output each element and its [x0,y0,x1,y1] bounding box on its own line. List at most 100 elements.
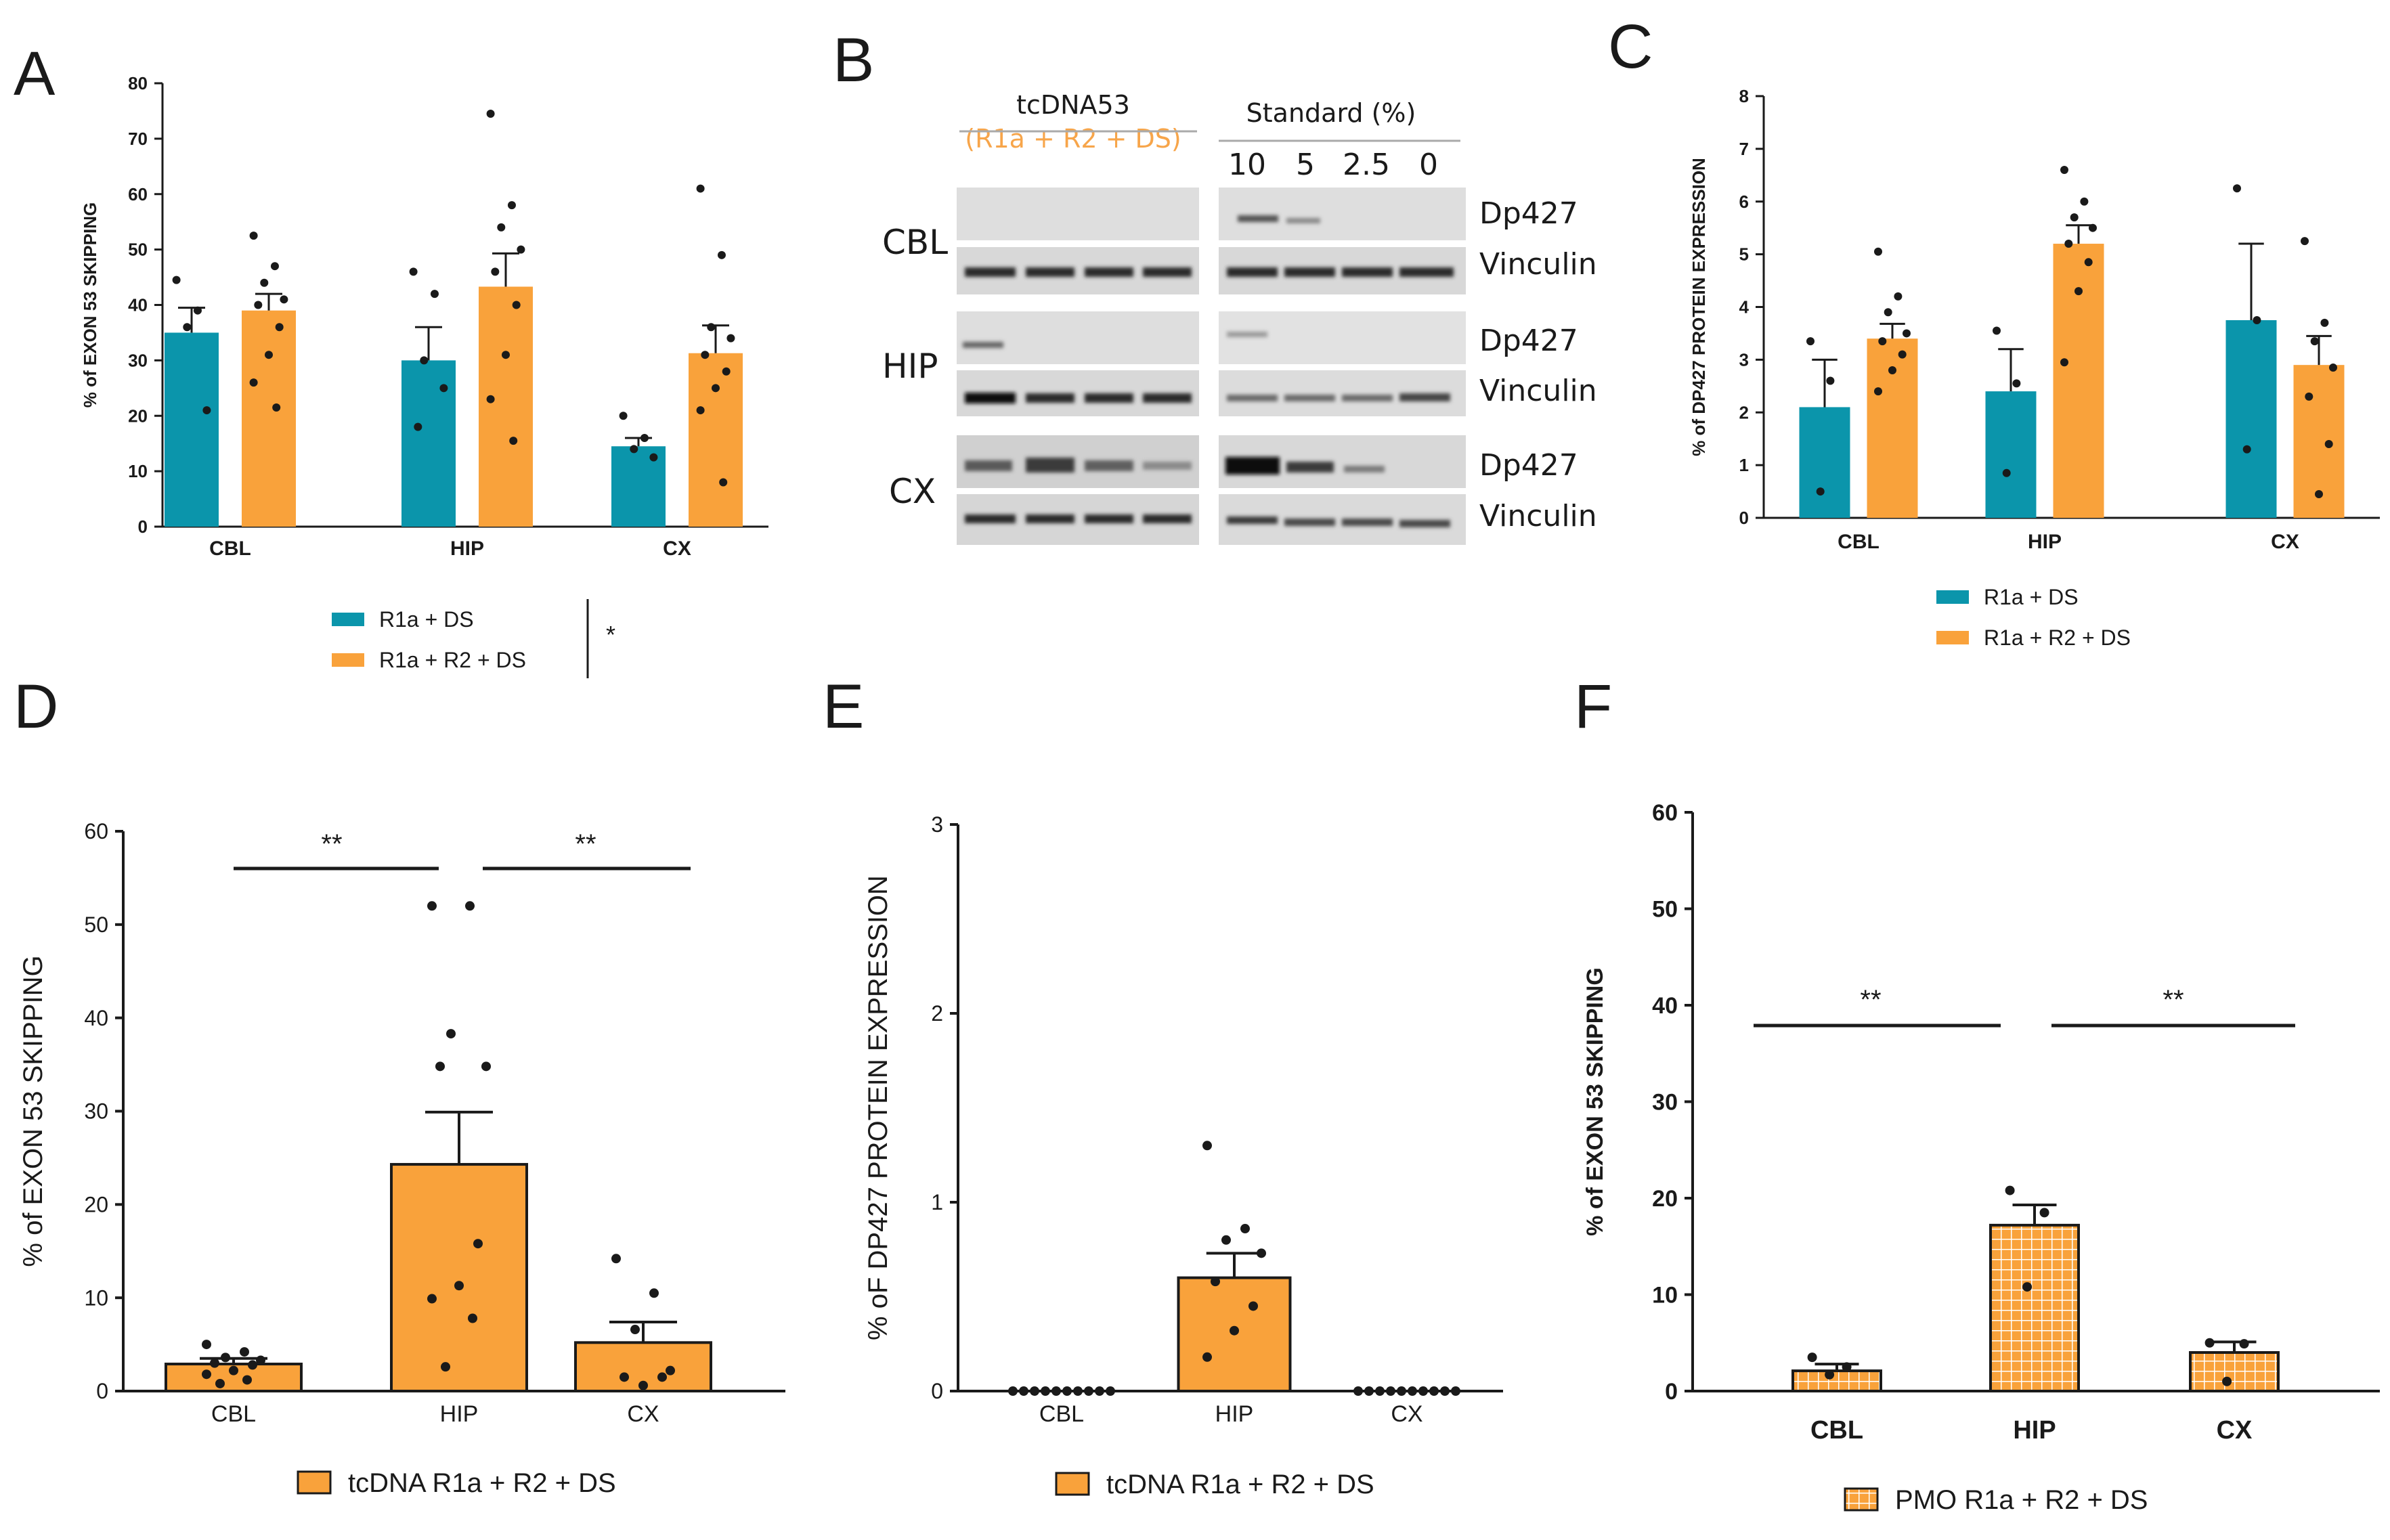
data-point [512,301,521,309]
x-tick-label-cx: CX [1391,1401,1422,1427]
data-point [256,1355,265,1365]
y-tick-label: 10 [1652,1282,1678,1308]
data-point [1894,292,1903,301]
y-tick-label: 0 [138,516,148,537]
data-point [435,1061,445,1072]
data-point [1375,1386,1385,1396]
band [1085,393,1133,403]
y-tick-label: 8 [1739,86,1749,106]
data-point [620,1372,629,1382]
band [1143,462,1192,470]
legend-swatch [332,613,364,626]
y-tick-label: 10 [84,1285,108,1310]
x-tick-label-hip: HIP [450,537,484,560]
x-tick-label-hip: HIP [440,1401,479,1427]
blot-strips [957,188,1466,545]
y-tick-label: 6 [1739,192,1749,212]
band [1284,519,1335,526]
band-label-dp427-cbl: Dp427 [1479,196,1578,231]
bar-hip [1989,1223,2080,1393]
data-point [1084,1386,1093,1396]
band-label-dp427-hip: Dp427 [1479,324,1578,358]
standard-10: 10 [1228,148,1266,182]
blot-header-tcdna53: tcDNA53 [1016,90,1130,120]
y-tick-label: 3 [931,812,943,837]
legend-label: R1a + DS [379,607,474,632]
data-point [638,1380,648,1390]
bar-cbl [165,332,219,527]
y-tick-label: 10 [128,461,148,481]
band [1225,457,1280,475]
x-tick-label-cx: CX [663,537,691,560]
data-point [2064,240,2073,248]
data-point [2242,445,2251,454]
data-point [1051,1386,1061,1396]
data-point [507,201,516,210]
y-tick-label: 30 [84,1099,108,1124]
y-tick-label: 0 [1739,508,1749,528]
data-point [1106,1386,1115,1396]
band [1085,460,1133,471]
data-point [2022,1282,2033,1292]
data-point [2310,337,2319,346]
data-point [1806,337,1815,346]
standard-5: 5 [1296,148,1315,182]
y-tick-label: 60 [1652,800,1678,826]
band-label-dp427-cx: Dp427 [1479,448,1578,483]
data-point [1257,1248,1266,1258]
band-label-vinculin-hip: Vinculin [1479,374,1597,408]
data-point [272,403,281,412]
y-tick-label: 60 [84,819,108,843]
bar-hip [390,1163,528,1392]
data-point [2253,315,2261,324]
y-tick-label: 2 [931,1001,943,1026]
band [1344,466,1385,472]
data-point [611,1254,621,1264]
data-point [1240,1224,1250,1234]
data-point [1825,1369,1835,1380]
data-point [1095,1386,1104,1396]
data-point [2301,237,2309,246]
data-point [2089,223,2097,232]
data-point [1888,366,1896,374]
band [1238,215,1278,222]
data-point [2239,1339,2249,1349]
blot-strip [1219,188,1466,240]
significance-f: ** ** [1754,985,2295,1028]
data-point [696,406,705,415]
data-point [1429,1386,1439,1396]
significance-d-left: ** [321,829,342,859]
band [965,460,1012,471]
western-blot-panel: tcDNA53 (R1a + R2 + DS) Standard (%) 10 … [882,90,1597,545]
y-tick-label: 20 [1652,1186,1678,1212]
legend-swatch [1936,590,1969,604]
data-point [2320,318,2329,327]
data-point [1230,1325,1239,1336]
data-point [1221,1235,1231,1245]
band [1143,514,1192,523]
data-point [1041,1386,1050,1396]
band [1143,267,1192,277]
data-point [2070,213,2079,222]
data-point [430,290,439,299]
band [1227,395,1278,401]
data-point [1408,1386,1417,1396]
bar-cbl [242,310,296,527]
data-point [183,323,192,332]
band [1342,267,1393,277]
data-point [249,232,258,240]
band [1284,267,1335,277]
data-point [712,384,720,393]
y-tick-label: 40 [128,295,148,315]
data-point [1030,1386,1039,1396]
legend-swatch [297,1470,332,1495]
data-point [717,250,726,259]
data-point [249,378,258,387]
standard-2-5: 2.5 [1343,148,1390,182]
data-point [707,323,716,332]
data-point [1211,1277,1220,1287]
significance-f-left: ** [1860,985,1881,1015]
y-tick-label: 7 [1739,139,1749,159]
y-tick-label: 2 [1739,402,1749,422]
data-point [486,395,495,403]
